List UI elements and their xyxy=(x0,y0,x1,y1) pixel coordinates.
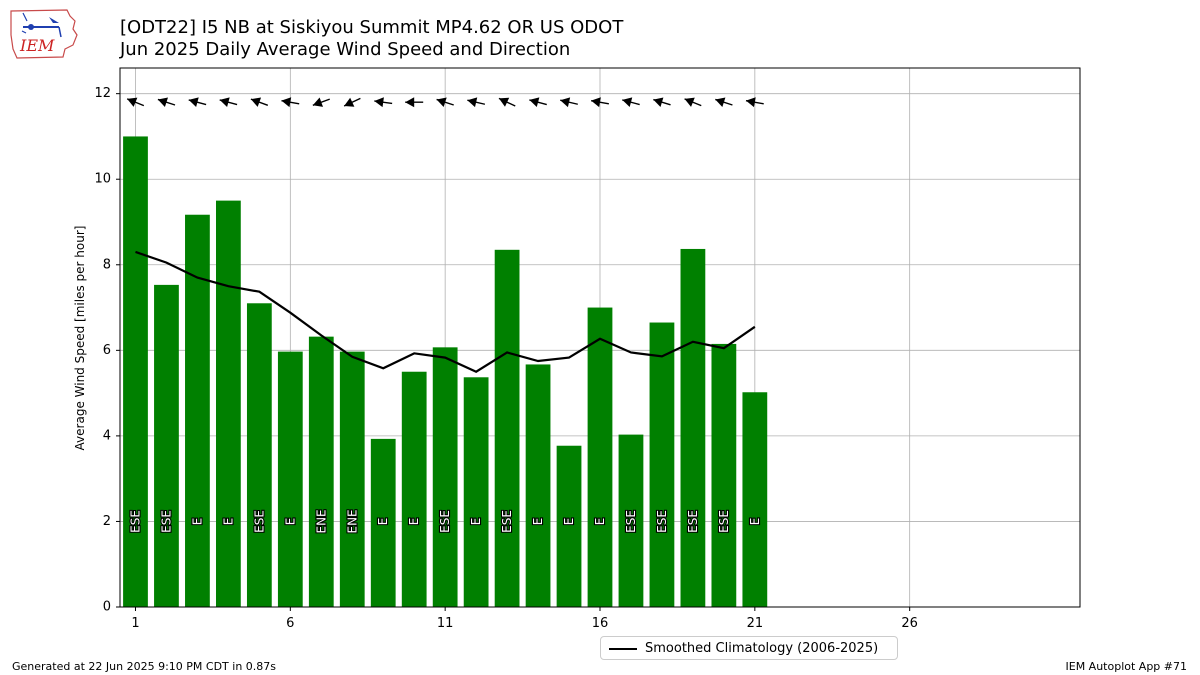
x-tick-label: 1 xyxy=(131,616,139,631)
direction-label-day-20: ESE xyxy=(717,510,731,533)
direction-label-day-21: E xyxy=(748,518,762,526)
bar-day-21 xyxy=(742,392,768,607)
wind-arrow-day-8 xyxy=(343,97,361,107)
y-tick-label: 6 xyxy=(103,343,111,358)
wind-arrow-day-16 xyxy=(591,97,609,108)
bar-day-14 xyxy=(525,364,551,607)
direction-label-day-10: E xyxy=(407,518,421,526)
legend-label: Smoothed Climatology (2006-2025) xyxy=(645,641,879,656)
wind-arrow-day-1 xyxy=(126,97,145,107)
bar-day-15 xyxy=(556,445,582,607)
direction-label-day-19: ESE xyxy=(686,510,700,533)
footer-generated: Generated at 22 Jun 2025 9:10 PM CDT in … xyxy=(12,660,277,673)
bar-day-8 xyxy=(339,351,365,607)
direction-labels: ESE ESE E E ESE E ENE ENE E E ESE E ESE E E E ESE ESE ESE E… xyxy=(127,508,763,534)
wind-arrow-day-14 xyxy=(529,97,547,108)
wind-arrow-day-21 xyxy=(745,97,764,108)
wind-arrow-day-6 xyxy=(281,97,300,108)
x-tick-label: 26 xyxy=(901,616,918,631)
climatology-group xyxy=(135,250,756,373)
direction-label-day-6: E xyxy=(283,518,297,526)
x-tick-label: 6 xyxy=(286,616,294,631)
iowa-outline-icon xyxy=(10,9,78,59)
chart-title: [ODT22] I5 NB at Siskiyou Summit MP4.62 … xyxy=(120,17,623,61)
footer-app: IEM Autoplot App #71 xyxy=(1065,660,1188,673)
wind-arrow-day-2 xyxy=(157,97,176,107)
wind-arrow-day-10 xyxy=(405,97,424,108)
direction-label-day-4: E xyxy=(221,518,235,526)
bar-day-20 xyxy=(711,343,737,607)
direction-label-day-8: ENE xyxy=(345,509,359,533)
y-axis-label: Average Wind Speed [miles per hour] xyxy=(73,226,87,451)
direction-label-day-15: E xyxy=(562,518,576,526)
direction-label-day-14: E xyxy=(531,518,545,526)
direction-label-day-18: ESE xyxy=(655,510,669,533)
bar-day-1 xyxy=(123,136,148,607)
wind-arrow-day-7 xyxy=(312,97,330,107)
x-tick-label: 21 xyxy=(747,616,764,631)
direction-label-day-12: E xyxy=(469,518,483,526)
iem-logo: IEM xyxy=(10,9,78,59)
direction-label-day-5: ESE xyxy=(252,510,266,533)
wind-arrow-day-12 xyxy=(467,97,486,108)
direction-label-day-3: E xyxy=(190,518,204,526)
bar-day-16 xyxy=(587,307,613,607)
bar-day-4 xyxy=(216,200,241,607)
direction-label-day-9: E xyxy=(376,518,390,526)
y-tick-label: 10 xyxy=(94,172,111,187)
wind-arrow-day-20 xyxy=(715,97,733,107)
direction-label-day-16: E xyxy=(593,518,607,526)
legend: Smoothed Climatology (2006-2025) xyxy=(600,636,898,660)
bar-day-12 xyxy=(463,377,489,607)
direction-label-day-11: ESE xyxy=(438,510,452,533)
y-tick-label: 0 xyxy=(103,600,111,615)
bar-day-2 xyxy=(154,284,179,607)
climatology-line xyxy=(135,250,756,373)
direction-label-day-2: ESE xyxy=(159,510,173,533)
wind-arrow-day-5 xyxy=(250,97,269,107)
x-tick-label: 16 xyxy=(592,616,609,631)
wind-arrow-day-19 xyxy=(684,97,702,107)
bar-day-11 xyxy=(432,347,458,607)
direction-label-day-1: ESE xyxy=(128,510,142,533)
bar-day-5 xyxy=(246,303,272,607)
bar-day-10 xyxy=(401,371,427,607)
x-tick-label: 11 xyxy=(437,616,454,631)
bar-day-6 xyxy=(277,351,303,607)
y-tick-label: 2 xyxy=(103,514,111,529)
direction-label-day-7: ENE xyxy=(314,509,328,533)
iem-logo-text: IEM xyxy=(19,36,55,55)
y-tick-label: 12 xyxy=(94,86,111,101)
bars-group xyxy=(123,136,768,608)
wind-arrows xyxy=(126,97,764,108)
wind-arrow-day-4 xyxy=(219,97,238,108)
bar-day-9 xyxy=(370,438,396,607)
wind-arrow-day-3 xyxy=(188,97,207,108)
title-line-1: [ODT22] I5 NB at Siskiyou Summit MP4.62 … xyxy=(120,17,624,38)
bar-day-13 xyxy=(494,249,520,608)
wind-arrow-day-15 xyxy=(560,97,578,108)
wind-arrow-day-17 xyxy=(622,97,640,108)
wind-arrow-day-9 xyxy=(374,97,393,108)
title-line-2: Jun 2025 Daily Average Wind Speed and Di… xyxy=(120,39,571,60)
direction-label-day-17: ESE xyxy=(624,510,638,533)
y-tick-label: 4 xyxy=(103,428,111,443)
bar-day-17 xyxy=(618,434,644,607)
wind-arrow-day-13 xyxy=(498,97,516,107)
wind-arrow-day-11 xyxy=(436,97,454,107)
wind-arrow-day-18 xyxy=(653,97,671,108)
bar-day-7 xyxy=(308,336,334,607)
bar-day-19 xyxy=(680,248,706,607)
direction-label-day-13: ESE xyxy=(500,510,514,533)
bar-day-18 xyxy=(649,322,675,607)
y-tick-label: 8 xyxy=(103,257,111,272)
legend-line-swatch xyxy=(609,648,637,650)
